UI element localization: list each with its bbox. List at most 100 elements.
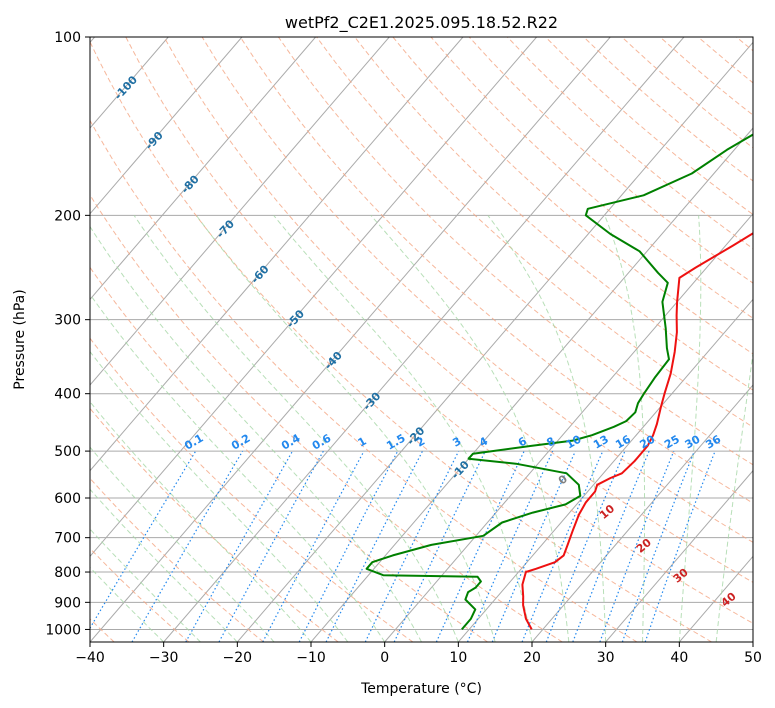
background-lines — [90, 37, 753, 642]
dry-adiabat-line — [125, 37, 753, 624]
profile-lines — [365, 133, 753, 631]
x-tick-label: −30 — [149, 650, 179, 666]
isotherm-line — [310, 127, 753, 642]
moist-adiabat-line — [273, 214, 533, 642]
plot-frame — [89, 36, 754, 643]
x-tick-label: 20 — [523, 650, 541, 666]
dry-adiabat-line — [239, 37, 753, 504]
y-tick-label: 600 — [54, 491, 81, 507]
moist-adiabat-label: 20 — [634, 536, 654, 556]
isotherm-line — [531, 384, 753, 642]
mixing-ratio-label: 0.4 — [279, 431, 303, 452]
mixing-ratio-label: 1.5 — [384, 432, 407, 453]
isotherm-line — [90, 37, 611, 642]
moist-adiabat-label: 10 — [597, 502, 617, 522]
dry-adiabat-line — [90, 119, 638, 642]
isotherm-line — [605, 469, 753, 642]
mixing-ratio-label: 10 — [564, 432, 584, 451]
moist-adiabat-line — [90, 488, 238, 642]
mixing-ratio-line — [325, 450, 424, 642]
mixing-ratio-line — [298, 450, 399, 642]
y-axis-label: Pressure (hPa) — [12, 289, 28, 389]
mixing-ratio-line — [466, 450, 554, 642]
y-tick-label: 700 — [54, 531, 81, 547]
mixing-ratio-line — [572, 450, 650, 642]
isotherm-line — [236, 41, 753, 642]
dry-adiabat-line — [90, 194, 563, 642]
dry-adiabat-line — [697, 37, 753, 84]
moist-adiabat-line — [370, 214, 570, 642]
mixing-ratio-line — [262, 450, 365, 642]
x-tick-label: 30 — [597, 650, 615, 666]
y-tick-label: 100 — [54, 30, 81, 46]
chart-title: wetPf2_C2E1.2025.095.18.52.R22 — [285, 13, 558, 33]
dry-adiabat-line — [392, 37, 753, 355]
x-tick-label: −10 — [296, 650, 326, 666]
isotherm-line — [752, 641, 753, 642]
mixing-ratio-line — [621, 450, 695, 642]
y-tick-label: 900 — [54, 595, 81, 611]
isotherm-line — [90, 37, 464, 472]
mixing-ratio-label: 20 — [637, 432, 657, 451]
mixing-ratio-label: 3 — [450, 435, 463, 450]
moist-adiabat-line — [90, 566, 165, 642]
dry-adiabat-line — [545, 37, 753, 216]
mixing-ratio-line — [521, 450, 604, 642]
dry-adiabat-line — [430, 37, 753, 319]
isotherm-line — [90, 37, 390, 386]
mixing-ratio-line — [545, 450, 626, 642]
moist-adiabat-label: 30 — [671, 566, 691, 586]
moist-adiabat-line — [90, 225, 422, 642]
isotherm-line — [384, 212, 753, 642]
mixing-ratio-label: 1 — [356, 435, 369, 450]
mixing-ratio-line — [599, 450, 675, 642]
dry-adiabat-line — [201, 37, 753, 543]
x-tick-label: 10 — [449, 650, 467, 666]
mixing-ratio-label: 30 — [683, 432, 703, 451]
moist-adiabat-line — [195, 215, 496, 642]
dry-adiabat-line — [468, 37, 753, 284]
x-tick-label: −40 — [75, 650, 105, 666]
moist-adiabat-line — [715, 349, 753, 642]
mixing-ratio-line — [364, 450, 460, 642]
mixing-ratio-line — [218, 450, 324, 642]
moist-adiabat-line — [90, 293, 386, 642]
mixing-ratio-line — [491, 450, 576, 642]
isotherm-line — [163, 37, 685, 642]
mixing-ratio-line — [131, 450, 244, 642]
y-tick-label: 1000 — [45, 622, 81, 638]
isotherm-line — [90, 37, 538, 558]
moist-adiabat-line — [487, 215, 607, 642]
isotherm-line — [90, 37, 243, 215]
dry-adiabat-line — [90, 266, 488, 642]
mixing-ratio-label: 36 — [703, 432, 723, 451]
y-tick-label: 200 — [54, 208, 81, 224]
x-tick-label: −20 — [223, 650, 253, 666]
x-tick-label: 0 — [380, 650, 389, 666]
isotherm-label: -100 — [112, 73, 141, 102]
y-axis: 100 200 300 400 500 600 700 800 900 1000 — [45, 30, 90, 638]
moist-adiabat-line — [678, 215, 702, 642]
x-tick-label: 50 — [744, 650, 762, 666]
dry-adiabat-line — [90, 407, 339, 642]
dry-adiabat-line — [735, 37, 753, 52]
x-tick-label: 40 — [670, 650, 688, 666]
moist-adiabat-line — [604, 215, 646, 642]
dry-adiabat-line — [163, 37, 753, 583]
moist-adiabat-line — [90, 446, 275, 642]
mixing-ratio-label: 25 — [662, 433, 682, 452]
isotherm-line — [90, 37, 317, 301]
y-tick-label: 800 — [54, 565, 81, 581]
y-tick-label: 300 — [54, 313, 81, 329]
dry-adiabat-line — [354, 37, 753, 391]
mixing-ratio-label: 13 — [591, 433, 611, 452]
line-labels: 0.1 0.2 0.4 0.6 1 1.5 2 3 4 6 8 10 13 16 20 25 30 36-100-… — [112, 73, 739, 609]
x-axis: −40 −30 −20 −10 0 10 20 30 40 50 — [75, 642, 762, 666]
mixing-ratio-line — [185, 450, 294, 642]
mixing-ratio-label: 0.6 — [310, 431, 334, 452]
dry-adiabat-line — [277, 37, 753, 466]
mixing-ratio-label: 16 — [613, 432, 633, 451]
dewpoint-profile-line — [365, 133, 753, 631]
y-tick-label: 500 — [54, 444, 81, 460]
